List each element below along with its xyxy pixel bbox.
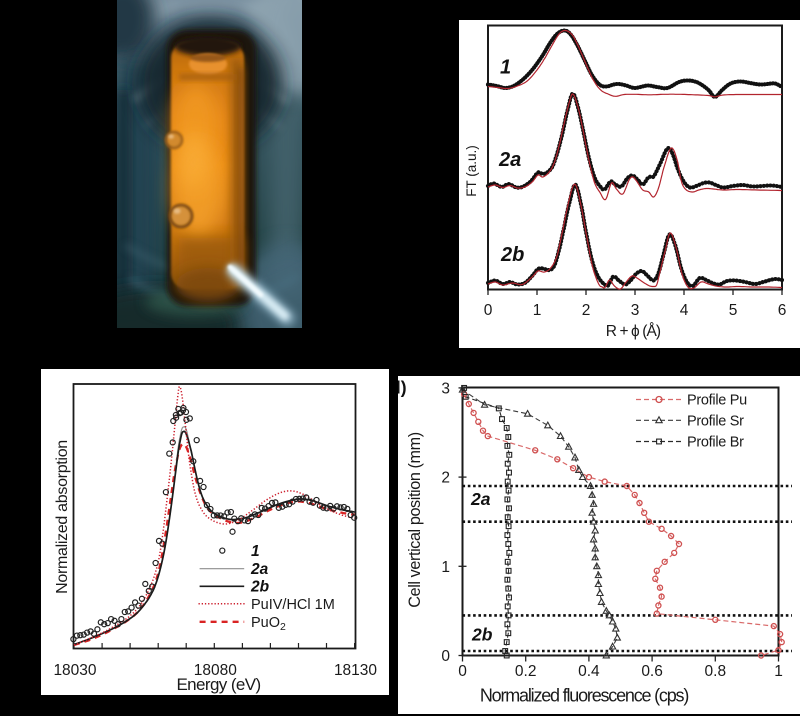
svg-text:2a: 2a <box>250 561 269 578</box>
svg-text:Normalized absorption: Normalized absorption <box>54 440 71 594</box>
svg-text:2: 2 <box>582 302 591 319</box>
svg-text:1: 1 <box>441 559 450 576</box>
svg-text:Energy (eV): Energy (eV) <box>176 675 260 694</box>
svg-text:0: 0 <box>484 302 493 319</box>
svg-text:1: 1 <box>774 663 783 680</box>
svg-text:1: 1 <box>500 57 511 79</box>
svg-text:0.6: 0.6 <box>641 663 663 680</box>
svg-text:0: 0 <box>441 648 450 665</box>
svg-text:2a: 2a <box>470 489 491 509</box>
svg-text:2b: 2b <box>471 625 493 645</box>
svg-text:3: 3 <box>441 380 450 397</box>
svg-text:1: 1 <box>533 302 542 319</box>
svg-text:PuIV/HCl 1M: PuIV/HCl 1M <box>251 597 335 613</box>
svg-text:Cell vertical position (mm): Cell vertical position (mm) <box>406 432 424 607</box>
svg-text:18030: 18030 <box>53 662 96 679</box>
svg-text:4: 4 <box>680 302 689 319</box>
svg-text:Profile Sr: Profile Sr <box>687 413 744 429</box>
svg-text:Profile Pu: Profile Pu <box>687 393 747 409</box>
svg-text:2a: 2a <box>498 149 521 171</box>
svg-text:d): d) <box>398 377 407 397</box>
svg-text:18130: 18130 <box>334 662 377 679</box>
svg-text:3: 3 <box>631 302 640 319</box>
svg-text:0.4: 0.4 <box>578 663 600 680</box>
svg-text:PuO2: PuO2 <box>251 615 286 633</box>
svg-text:FT (a.u.): FT (a.u.) <box>464 145 479 197</box>
svg-text:1: 1 <box>251 543 260 560</box>
svg-text:2b: 2b <box>500 244 524 266</box>
svg-text:Profile Br: Profile Br <box>687 435 744 451</box>
svg-text:2b: 2b <box>250 579 270 596</box>
svg-text:6: 6 <box>778 302 787 319</box>
svg-text:0.8: 0.8 <box>705 663 727 680</box>
svg-text:R + ϕ (Å): R + ϕ (Å) <box>606 323 661 340</box>
svg-text:5: 5 <box>729 302 738 319</box>
svg-text:18080: 18080 <box>194 662 237 679</box>
svg-text:2: 2 <box>441 470 450 487</box>
svg-text:0: 0 <box>458 663 467 680</box>
svg-text:0.2: 0.2 <box>515 663 537 680</box>
svg-text:Normalized fluorescence (cps): Normalized fluorescence (cps) <box>480 686 688 706</box>
